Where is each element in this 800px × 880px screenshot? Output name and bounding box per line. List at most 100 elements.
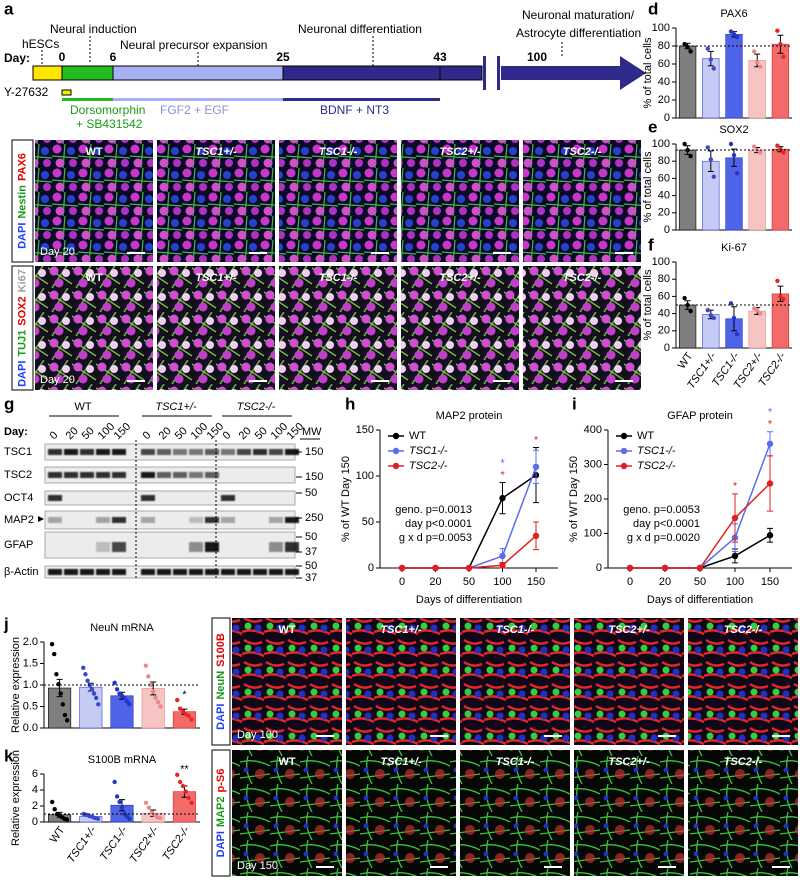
- data-point: [158, 704, 163, 709]
- lane-day: 50: [173, 425, 190, 442]
- data-point: [734, 332, 740, 337]
- data-point: [465, 564, 473, 572]
- blot-row-label: GFAP: [4, 539, 33, 551]
- micrograph: [232, 618, 342, 745]
- x-tick-label: 20: [429, 576, 441, 588]
- bar: [110, 695, 134, 729]
- lane-day: 20: [157, 425, 174, 442]
- y-tick-label: 0: [664, 224, 670, 236]
- micrograph: [157, 266, 275, 390]
- blot-strip: [44, 510, 296, 530]
- data-point: [758, 311, 763, 316]
- micrograph: [279, 140, 397, 262]
- data-point: [731, 152, 737, 158]
- x-tick-label: TSC1-/-: [98, 824, 130, 863]
- blot-group: TSC1+/-: [155, 401, 197, 413]
- y-tick-label: 150: [356, 424, 374, 436]
- legend-label: WT: [409, 430, 426, 442]
- blot-row-label: OCT4: [4, 492, 33, 504]
- data-point: [758, 64, 763, 69]
- micrograph: [401, 140, 519, 262]
- stain: SOX2: [16, 296, 28, 325]
- data-point: [62, 712, 68, 718]
- y-tick-label: 1.5: [23, 657, 38, 669]
- data-point: [752, 49, 757, 54]
- chart-title: GFAP protein: [667, 410, 733, 422]
- stain-label: DAPI Nestin PAX6: [16, 153, 28, 249]
- stain-label-box: [211, 617, 231, 746]
- stain: p-S6: [215, 769, 227, 793]
- blot-group: WT: [74, 401, 91, 413]
- blot-band: [141, 569, 155, 575]
- data-point: [705, 145, 710, 150]
- data-point: [54, 672, 59, 677]
- y-tick-label: 6: [32, 768, 38, 780]
- y-axis-label: % of total cells: [642, 151, 654, 222]
- y-tick-label: 40: [658, 308, 670, 320]
- data-point: [50, 799, 55, 805]
- x-tick-label: 20: [659, 576, 671, 588]
- bar: [702, 58, 720, 119]
- legend-marker: [392, 447, 400, 455]
- blot-band: [141, 495, 155, 501]
- y-tick-label: 100: [652, 138, 670, 150]
- blot-band: [237, 569, 251, 575]
- x-tick-label: TSC1+/-: [65, 824, 99, 865]
- blot-band: [157, 449, 171, 455]
- chart-title: PAX6: [720, 8, 747, 20]
- data-point: [626, 564, 634, 572]
- mw-value: 250: [305, 512, 323, 524]
- data-point: [685, 147, 690, 153]
- data-point: [117, 799, 122, 805]
- data-point: [731, 514, 739, 522]
- data-point: [685, 44, 690, 50]
- data-point: [775, 28, 780, 33]
- data-point: [688, 153, 693, 159]
- chart-title: S100B mRNA: [88, 754, 157, 766]
- data-point: [64, 817, 70, 822]
- blot-band: [64, 449, 78, 455]
- stage-label: Neural precursor expansion: [120, 38, 267, 52]
- data-point: [708, 313, 713, 318]
- micrograph: [346, 618, 456, 745]
- y-axis-label: % of WT Day 150: [340, 456, 352, 542]
- stat-annotation: geno. p=0.0053: [623, 504, 700, 516]
- x-tick-label: 100: [726, 576, 744, 588]
- blot-band: [48, 449, 62, 455]
- y-tick-label: 100: [652, 256, 670, 268]
- y-tick-label: 80: [658, 155, 670, 167]
- treatment-bar: [61, 89, 72, 96]
- data-point: [114, 794, 120, 799]
- lane-day: 0: [141, 429, 154, 442]
- data-point: [731, 32, 737, 37]
- blot-strip: [44, 531, 296, 559]
- lane-day: 150: [112, 421, 133, 442]
- treatment-label: Y-27632: [4, 85, 49, 99]
- blot-band: [237, 449, 251, 455]
- y-tick-label: 100: [584, 527, 602, 539]
- error-bar: [777, 285, 784, 303]
- chart-title: SOX2: [719, 124, 748, 136]
- panel-letter: k: [4, 746, 14, 765]
- data-point: [189, 717, 194, 722]
- bar: [771, 43, 790, 119]
- data-point: [81, 665, 86, 670]
- bar: [748, 60, 766, 119]
- y-tick-label: 60: [658, 290, 670, 302]
- micrograph: [35, 140, 153, 262]
- blot-band: [205, 472, 219, 478]
- stat-annotation: day p<0.0001: [405, 518, 472, 530]
- blot-band: [189, 449, 203, 455]
- blot-row-label: TSC1: [4, 446, 32, 458]
- day-marker: 43: [433, 50, 447, 64]
- stat-annotation: geno. p=0.0013: [395, 504, 472, 516]
- blot-row-label: TSC2: [4, 469, 32, 481]
- micrograph: [574, 618, 684, 745]
- stage-bar: [501, 66, 621, 80]
- treatment-bar: [113, 98, 283, 101]
- stain: TUJ1: [16, 330, 28, 357]
- bar: [678, 304, 697, 349]
- axis-break: [497, 56, 500, 90]
- blot-band: [221, 569, 235, 575]
